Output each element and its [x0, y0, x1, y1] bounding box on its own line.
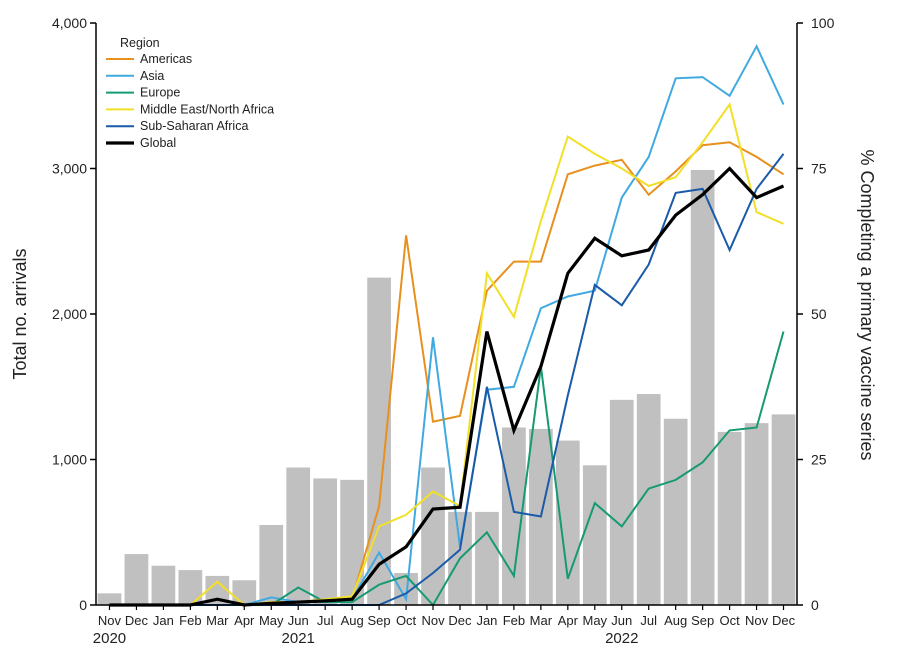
year-label: 2021: [282, 630, 315, 647]
legend-title: Region: [120, 36, 160, 50]
bars-layer: [97, 169, 796, 605]
legend-label: Americas: [140, 52, 192, 66]
x-tick-label: Jan: [153, 613, 174, 628]
x-tick-label: Nov: [421, 613, 445, 628]
x-tick-label: Dec: [125, 613, 149, 628]
bar: [582, 465, 607, 605]
x-tick-label: Oct: [396, 613, 417, 628]
legend-label: Global: [140, 136, 176, 150]
right-tick-label: 25: [811, 452, 827, 468]
x-tick-label: Jul: [640, 613, 657, 628]
x-tick-label: Jun: [611, 613, 632, 628]
x-tick-label: May: [259, 613, 284, 628]
x-tick-label: Oct: [719, 613, 740, 628]
bar: [124, 554, 149, 605]
left-tick-label: 2,000: [52, 306, 87, 322]
x-tick-label: Nov: [745, 613, 769, 628]
legend-label: Europe: [140, 86, 180, 100]
year-label: 2022: [605, 630, 638, 647]
series-line-europe: [190, 331, 785, 607]
bar: [771, 414, 796, 605]
bar: [367, 277, 391, 605]
bar: [690, 169, 715, 605]
bar: [232, 580, 257, 605]
year-label: 2020: [93, 630, 126, 647]
x-tick-label: Dec: [448, 613, 472, 628]
bar: [313, 478, 338, 605]
bar: [663, 418, 688, 605]
legend-label: Asia: [140, 69, 164, 83]
x-tick-label: Jun: [288, 613, 309, 628]
right-tick-label: 0: [811, 597, 819, 613]
bar: [259, 524, 284, 605]
x-tick-label: Apr: [234, 613, 255, 628]
bar: [636, 394, 661, 605]
y-axis-title: Total no. arrivals: [10, 248, 30, 379]
left-tick-label: 0: [79, 597, 87, 613]
bar: [151, 565, 176, 605]
series-line-global: [109, 166, 785, 607]
left-tick-label: 4,000: [52, 15, 87, 31]
x-tick-label: Jul: [317, 613, 334, 628]
left-tick-label: 3,000: [52, 161, 87, 177]
x-tick-label: Mar: [530, 613, 553, 628]
right-tick-label: 50: [811, 306, 827, 322]
bar: [744, 423, 769, 605]
x-tick-label: May: [583, 613, 608, 628]
legend-label: Sub-Saharan Africa: [140, 119, 248, 133]
x-tick-label: Nov: [98, 613, 122, 628]
x-tick-label: Sep: [691, 613, 714, 628]
bar: [97, 593, 122, 605]
bar: [475, 511, 499, 605]
x-tick-label: Mar: [206, 613, 229, 628]
x-tick-label: Jan: [476, 613, 497, 628]
right-tick-label: 100: [811, 15, 835, 31]
right-tick-label: 75: [811, 161, 827, 177]
left-tick-label: 1,000: [52, 452, 87, 468]
bar: [286, 467, 311, 605]
bar: [340, 479, 364, 605]
x-tick-label: Aug: [664, 613, 687, 628]
legend-label: Middle East/North Africa: [140, 102, 274, 116]
bar: [178, 570, 203, 605]
x-tick-label: Feb: [179, 613, 201, 628]
lines-layer: [109, 44, 785, 607]
y2-axis-title: % Completing a primary vaccine series: [857, 149, 877, 460]
x-tick-label: Aug: [341, 613, 364, 628]
bar: [555, 440, 580, 605]
x-tick-label: Apr: [558, 613, 579, 628]
bar: [502, 427, 526, 605]
x-tick-label: Feb: [503, 613, 525, 628]
bar: [205, 575, 230, 605]
x-tick-label: Sep: [368, 613, 391, 628]
bar: [717, 431, 742, 605]
bar: [421, 467, 445, 605]
x-tick-label: Dec: [772, 613, 796, 628]
legend-items: Americas Asia Europe Middle East/North Afri…: [106, 52, 274, 150]
legend: Region Americas Asia Europe Middle East/Nor…: [106, 36, 274, 150]
bar: [609, 399, 634, 605]
